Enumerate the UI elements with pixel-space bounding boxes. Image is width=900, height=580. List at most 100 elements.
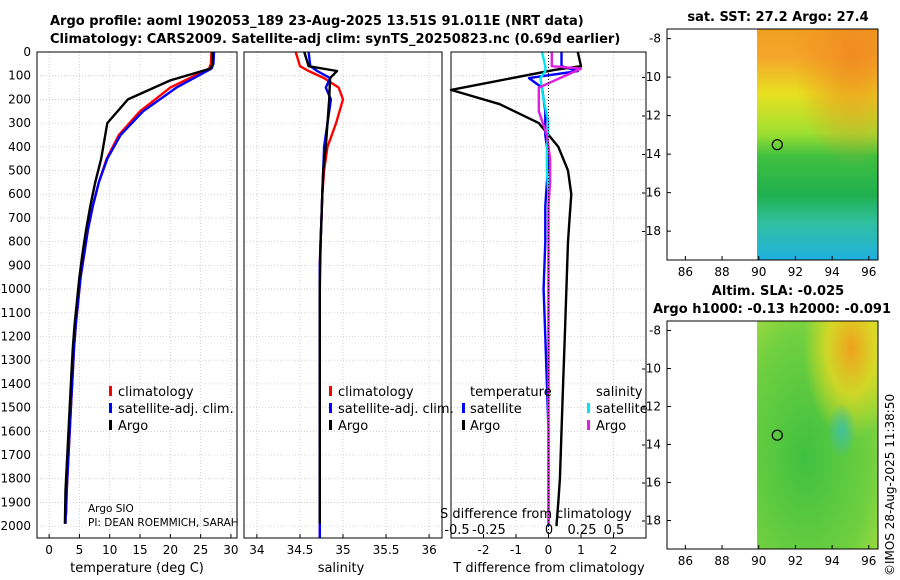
top-tick: -0.5 <box>444 523 469 538</box>
map-x-tick-label: 88 <box>714 265 729 279</box>
info-argo-sio: Argo SIO <box>88 503 134 515</box>
legend-swatch-climatology <box>329 386 332 396</box>
temperature-legend: climatology satellite-adj. clim. Argo <box>109 385 234 434</box>
map-x-tick-label: 94 <box>824 554 839 568</box>
legend-swatch-s-satellite <box>587 403 590 413</box>
argo-marker <box>771 429 783 441</box>
top-tick: 0 <box>545 523 553 538</box>
top-tick: 0.25 <box>568 523 597 538</box>
y-tick-label: 700 <box>8 211 31 225</box>
legend-t-argo: Argo <box>470 419 500 434</box>
header-line-2: Climatology: CARS2009. Satellite-adj cli… <box>50 32 621 47</box>
legend-swatch-t-argo <box>462 420 465 430</box>
salinity-xlabel: salinity <box>318 561 365 576</box>
y-tick-label: 1900 <box>0 495 31 509</box>
map-x-tick-label: 90 <box>751 265 766 279</box>
y-tick-label: 1700 <box>0 448 31 462</box>
legend-swatch-argo <box>329 420 332 430</box>
map-x-tick-label: 86 <box>678 554 693 568</box>
x-tick-label: 35 <box>335 543 350 557</box>
x-tick-label: 15 <box>132 543 147 557</box>
legend-title-temperature: temperature <box>470 385 552 400</box>
top-tick: -0.25 <box>472 523 506 538</box>
y-tick-label: 200 <box>8 92 31 106</box>
map-x-tick-label: 92 <box>788 554 803 568</box>
y-tick-label: 2000 <box>0 519 31 533</box>
x-tick-label: 36 <box>421 543 436 557</box>
salinity-legend-satellite: satellite-adj. clim. <box>338 402 454 417</box>
legend-swatch-satellite <box>329 403 332 413</box>
salinity-legend-climatology: climatology <box>338 385 414 400</box>
map-y-tick-label: -10 <box>641 362 661 376</box>
difference-top-xlabel: S difference from climatology <box>440 507 632 522</box>
y-tick-label: 1200 <box>0 329 31 343</box>
salinity-series-argo <box>303 51 339 524</box>
x-tick-label: 35.5 <box>373 543 400 557</box>
x-tick-label: 20 <box>163 543 178 557</box>
map-y-tick-label: -14 <box>641 438 661 452</box>
x-tick-label: 5 <box>76 543 84 557</box>
sla-map-subtitle: Argo h1000: -0.13 h2000: -0.091 <box>653 302 891 317</box>
y-tick-label: 300 <box>8 116 31 130</box>
map-y-tick-label: -10 <box>641 70 661 84</box>
map-x-tick-label: 90 <box>751 554 766 568</box>
x-tick-label: 2 <box>610 543 618 557</box>
x-tick-label: -2 <box>478 543 490 557</box>
legend-t-satellite: satellite <box>470 402 522 417</box>
map-y-tick-label: -12 <box>641 400 661 414</box>
salinity-legend: climatology satellite-adj. clim. Argo <box>329 385 454 434</box>
sla-map-frame <box>666 320 879 550</box>
imos-timestamp: ©IMOS 28-Aug-2025 11:38:50 <box>883 393 897 576</box>
map-x-tick-label: 86 <box>678 265 693 279</box>
y-tick-label: 1800 <box>0 472 31 486</box>
x-tick-label: -1 <box>510 543 522 557</box>
y-tick-label: 1500 <box>0 401 31 415</box>
difference-series-salinity-argo <box>537 52 583 524</box>
header-line-1: Argo profile: aoml 1902053_189 23-Aug-20… <box>50 14 584 29</box>
difference-xlabel: T difference from climatology <box>452 561 645 576</box>
map-y-tick-label: -18 <box>641 224 661 238</box>
y-tick-label: 800 <box>8 235 31 249</box>
legend-swatch-argo <box>109 420 112 430</box>
y-tick-label: 0 <box>23 45 31 59</box>
map-y-tick-label: -16 <box>641 476 661 490</box>
argo-marker <box>771 139 783 151</box>
legend-s-argo: Argo <box>596 419 626 434</box>
map-y-tick-label: -18 <box>641 514 661 528</box>
x-tick-label: 34 <box>249 543 264 557</box>
map-x-tick-label: 96 <box>861 265 876 279</box>
temperature-legend-argo: Argo <box>118 419 148 434</box>
x-tick-label: 25 <box>193 543 208 557</box>
sla-map-title: Altim. SLA: -0.025 <box>712 284 844 299</box>
map-x-tick-label: 92 <box>788 265 803 279</box>
legend-title-salinity: salinity <box>596 385 643 400</box>
y-tick-label: 1400 <box>0 377 31 391</box>
x-tick-label: 34.5 <box>287 543 314 557</box>
sst-map-frame <box>666 28 879 261</box>
map-x-tick-label: 94 <box>824 265 839 279</box>
map-x-tick-label: 88 <box>714 554 729 568</box>
difference-frame <box>450 51 647 539</box>
top-tick: 0.5 <box>604 523 625 538</box>
x-tick-label: 30 <box>223 543 238 557</box>
y-tick-label: 1100 <box>0 306 31 320</box>
x-tick-label: 1 <box>577 543 585 557</box>
temperature-frame <box>36 51 238 539</box>
salinity-legend-argo: Argo <box>338 419 368 434</box>
y-tick-label: 1000 <box>0 282 31 296</box>
temperature-legend-satellite: satellite-adj. clim. <box>118 402 234 417</box>
map-y-tick-label: -8 <box>649 324 661 338</box>
y-tick-label: 900 <box>8 258 31 272</box>
difference-top-ticks: -0.5 -0.25 0 0.25 0.5 <box>444 523 624 538</box>
sla-map-bluespot <box>757 321 878 549</box>
legend-swatch-satellite <box>109 403 112 413</box>
x-tick-label: 0 <box>545 543 553 557</box>
y-tick-label: 1300 <box>0 353 31 367</box>
legend-s-satellite: satellite <box>596 402 648 417</box>
sst-map-title: sat. SST: 27.2 Argo: 27.4 <box>687 10 868 25</box>
